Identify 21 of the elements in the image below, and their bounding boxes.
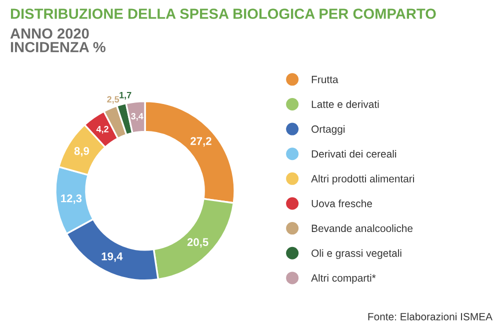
legend-label: Bevande analcooliche [312,224,413,232]
legend-label: Latte e derivati [312,100,379,108]
legend-label: Derivati dei cereali [312,150,396,158]
data-label: 4,2 [96,126,108,134]
data-label: 27,2 [190,137,212,147]
legend-label: Uova fresche [312,200,372,208]
legend-label: Altri comparti* [311,274,376,284]
chart-title: DISTRIBUZIONE DELLA SPESA BIOLOGICA PER COMPARTO [10,8,436,19]
data-label: 19,4 [102,252,123,262]
data-label: 12,3 [61,194,82,204]
legend-label: Altri prodotti alimentari [311,174,414,184]
data-label: 8,9 [74,147,90,157]
legend-label: Oli e grassi vegetali [312,249,402,259]
data-label: 20,5 [187,238,208,248]
data-label: 2,5 [107,96,120,104]
chart-subtitle: ANNO 2020 INCIDENZA % [10,28,106,52]
data-label: 1,7 [120,92,132,100]
data-label: 3,4 [131,113,144,121]
legend-label: Frutta [312,76,338,84]
legend-label: Ortaggi [312,125,345,135]
source-note: Fonte: Elaborazioni ISMEA [368,312,492,320]
